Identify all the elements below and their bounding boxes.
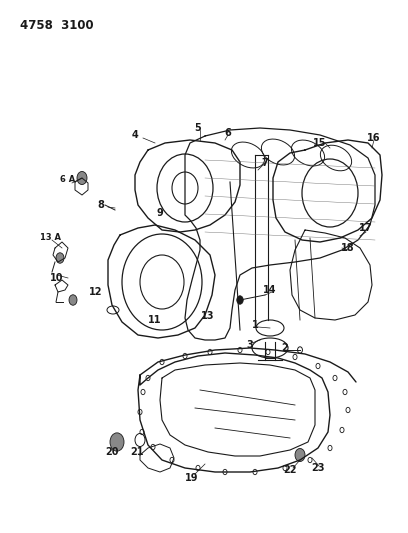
Circle shape [295, 448, 305, 462]
Text: 18: 18 [341, 243, 355, 253]
Text: 2: 2 [282, 343, 288, 353]
Text: 12: 12 [89, 287, 103, 297]
Text: 21: 21 [130, 447, 144, 457]
Text: 7: 7 [262, 158, 268, 168]
Text: 17: 17 [359, 223, 373, 233]
Text: 1: 1 [252, 320, 258, 330]
Text: 11: 11 [148, 315, 162, 325]
Text: 13 A: 13 A [40, 232, 60, 241]
Text: 23: 23 [311, 463, 325, 473]
Circle shape [56, 253, 64, 263]
Circle shape [110, 433, 124, 451]
Circle shape [237, 296, 243, 304]
Text: 14: 14 [263, 285, 277, 295]
Text: 13: 13 [201, 311, 215, 321]
Text: 16: 16 [367, 133, 381, 143]
Circle shape [77, 172, 87, 184]
Circle shape [69, 295, 77, 305]
Text: 5: 5 [195, 123, 202, 133]
Text: 19: 19 [185, 473, 199, 483]
Text: 20: 20 [105, 447, 119, 457]
Text: 15: 15 [313, 138, 327, 148]
Text: 4: 4 [132, 130, 138, 140]
Text: 22: 22 [283, 465, 297, 475]
Text: 6 A: 6 A [60, 175, 75, 184]
Text: 9: 9 [157, 208, 163, 218]
Text: 6: 6 [225, 128, 231, 138]
Text: 8: 8 [98, 200, 104, 210]
Text: 10: 10 [50, 273, 64, 283]
Text: 3: 3 [246, 340, 253, 350]
Text: 4758  3100: 4758 3100 [20, 19, 94, 31]
